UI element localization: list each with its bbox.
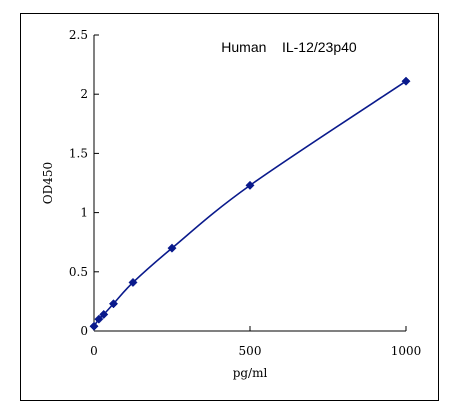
data-point: [128, 277, 138, 288]
series-layer: [89, 76, 411, 331]
chart-title: Human IL-12/23p40: [221, 39, 357, 55]
axes: 0 0.5 1 1.5 2 2.5 0 500 1000: [69, 28, 421, 358]
y-tick-label: 2.5: [69, 28, 88, 42]
y-tick-label: 0.5: [69, 265, 88, 279]
y-tick-label: 2: [80, 87, 88, 101]
x-tick-label: 1000: [391, 344, 422, 358]
x-axis-title: pg/ml: [233, 366, 268, 380]
data-point: [99, 309, 109, 319]
data-point: [167, 243, 177, 253]
y-axis-title: OD450: [41, 162, 55, 204]
data-point: [401, 76, 411, 86]
x-tick-label: 500: [239, 344, 262, 358]
y-tick-label: 0: [80, 324, 88, 338]
data-point: [89, 321, 99, 331]
y-tick-label: 1.5: [69, 146, 88, 160]
data-point: [108, 299, 119, 309]
data-point: [245, 180, 255, 190]
y-tick-label: 1: [80, 206, 88, 220]
series-line: [93, 80, 407, 327]
chart-frame: [20, 13, 439, 401]
x-tick-label: 0: [90, 344, 98, 358]
data-point: [94, 314, 104, 324]
